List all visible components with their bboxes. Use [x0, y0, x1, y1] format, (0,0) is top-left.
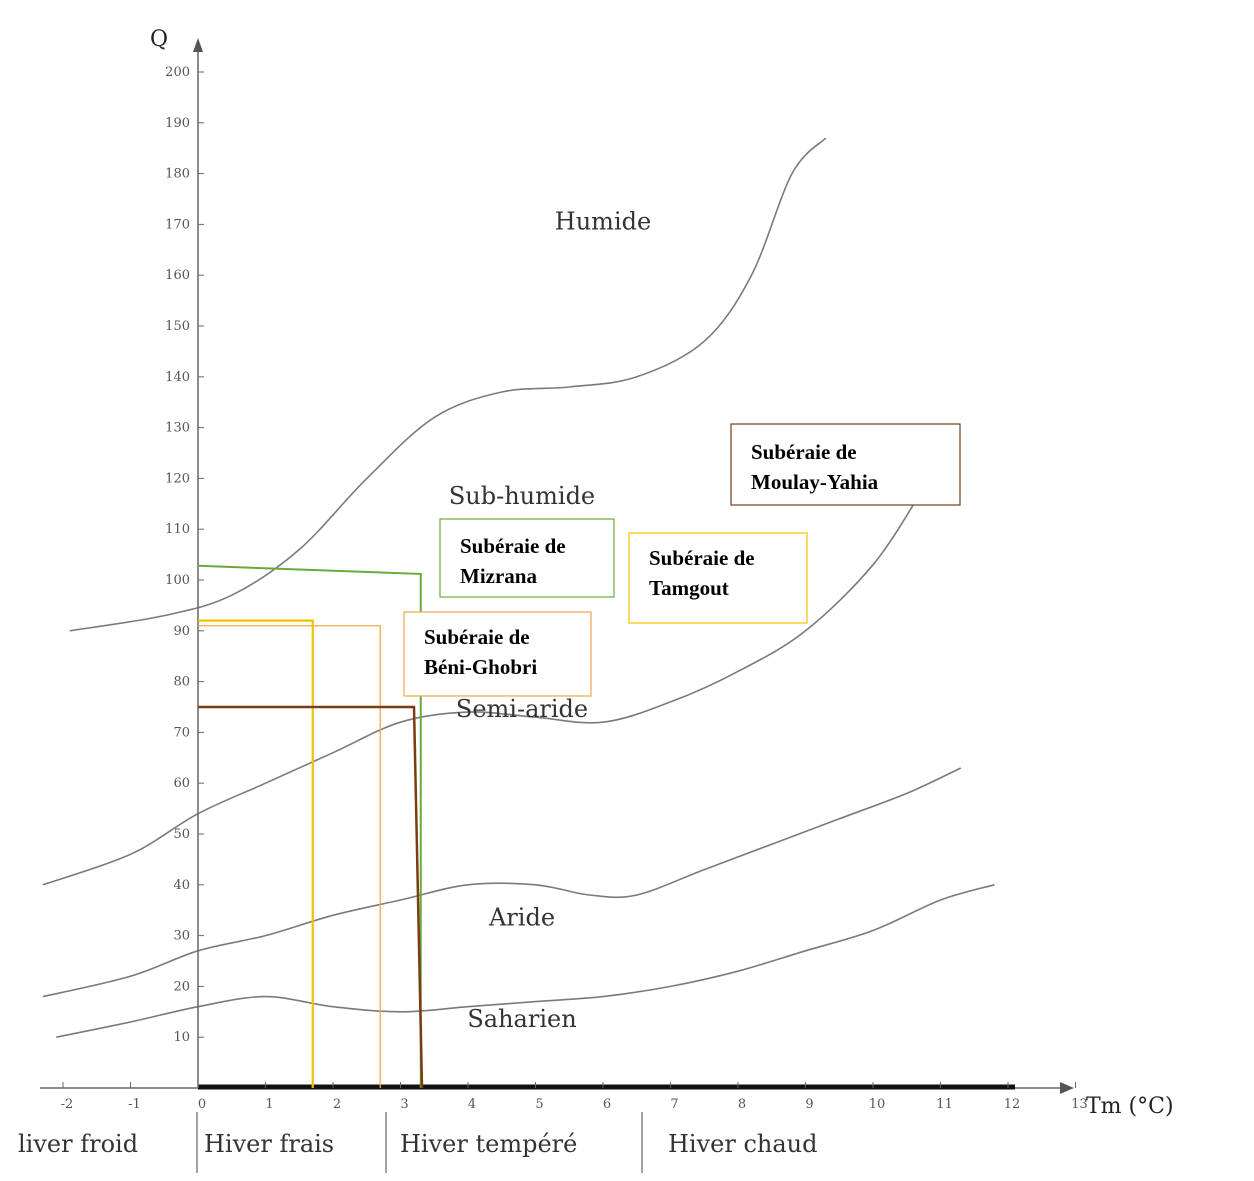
y-tick-label: 200 — [165, 65, 190, 80]
station-callout: Subéraie de Béni-Ghobri — [403, 611, 592, 697]
y-axis-label: Q — [150, 27, 168, 52]
station-callout: Subéraie de Moulay-Yahia — [730, 423, 961, 506]
y-tick-label: 30 — [173, 929, 190, 944]
x-tick-label: 11 — [936, 1097, 953, 1112]
y-tick-label: 180 — [165, 167, 190, 182]
y-tick-label: 130 — [165, 421, 190, 436]
y-tick-label: 110 — [165, 522, 190, 537]
y-tick-label: 160 — [165, 268, 190, 283]
zone-label: Aride — [488, 903, 555, 931]
x-tick-label: 4 — [468, 1097, 476, 1112]
y-tick-label: 20 — [173, 979, 190, 994]
x-tick-label: 6 — [603, 1097, 611, 1112]
zone-label: Saharien — [467, 1005, 576, 1033]
y-tick-label: 90 — [173, 624, 190, 639]
season-label: liver froid — [18, 1130, 138, 1158]
y-tick-label: 190 — [165, 116, 190, 131]
season-label: Hiver tempéré — [400, 1130, 577, 1158]
axes: -2 -1 0 1 2 3 4 5 6 7 8 9 10 11 12 13 10203040506070809… — [40, 27, 1174, 1119]
station-line — [198, 705, 424, 1089]
bioclimatic-boundaries — [42, 137, 1148, 1081]
y-tick-label: 70 — [173, 725, 190, 740]
station-callouts: Subéraie de Mizrana Subéraie de Béni-Ghobri… — [403, 423, 961, 697]
y-tick-label: 150 — [165, 319, 190, 334]
callout-text: Moulay-Yahia — [751, 470, 879, 494]
y-ticks: 10 20 30 40 50 60 70 80 90 100 110 120 130 140 150 160 1… — [165, 65, 204, 1045]
y-tick-label: 50 — [173, 827, 190, 842]
x-tick-label: 9 — [805, 1097, 813, 1112]
station-lines — [197, 564, 424, 1089]
y-axis-arrow-icon — [193, 38, 203, 52]
callout-text: Mizrana — [460, 564, 537, 588]
boundary-curve — [56, 884, 995, 1038]
x-tick-label: -1 — [128, 1097, 141, 1112]
boundary-curve — [42, 767, 962, 998]
y-tick-label: 80 — [173, 675, 190, 690]
season-label: Hiver frais — [204, 1130, 334, 1158]
y-tick-label: 60 — [173, 776, 190, 791]
boundary-curve — [69, 137, 827, 632]
y-tick-label: 120 — [165, 471, 190, 486]
station-line — [198, 619, 314, 1088]
zone-label: Semi-aride — [456, 695, 588, 723]
x-tick-label: 5 — [535, 1097, 543, 1112]
zone-labels: Humide Sub-humide Semi-aride Aride Saharien — [449, 207, 651, 1033]
y-tick-label: 100 — [165, 573, 190, 588]
x-tick-label: -2 — [61, 1097, 74, 1112]
callout-box — [403, 611, 592, 697]
y-tick-label: 10 — [173, 1030, 190, 1045]
station-line — [198, 625, 381, 1088]
season-bar: liver froid Hiver frais Hiver tempéré Hiver… — [18, 1112, 818, 1173]
callout-text: Tamgout — [649, 576, 729, 600]
y-tick-label: 170 — [165, 217, 190, 232]
station-callout: Subéraie de Mizrana — [439, 518, 615, 598]
x-ticks: -2 -1 0 1 2 3 4 5 6 7 8 9 10 11 12 13 — [61, 1082, 1088, 1112]
station-line — [197, 564, 422, 1088]
callout-text: Subéraie de — [424, 625, 530, 649]
x-tick-label: 0 — [198, 1097, 206, 1112]
x-axis-label: Tm (°C) — [1086, 1094, 1174, 1119]
season-label: Hiver chaud — [668, 1130, 818, 1158]
x-tick-label: 3 — [400, 1097, 408, 1112]
x-tick-label: 2 — [333, 1097, 341, 1112]
callout-text: Béni-Ghobri — [424, 655, 537, 679]
zone-label: Sub-humide — [449, 482, 595, 510]
callout-box — [628, 532, 808, 624]
callout-box — [730, 423, 961, 506]
x-tick-label: 1 — [265, 1097, 273, 1112]
callout-text: Subéraie de — [751, 440, 857, 464]
x-tick-label: 8 — [738, 1097, 746, 1112]
x-tick-label: 7 — [670, 1097, 678, 1112]
x-axis-arrow-icon — [1060, 1082, 1074, 1094]
callout-box — [439, 518, 615, 598]
y-tick-label: 140 — [165, 370, 190, 385]
x-tick-label: 12 — [1004, 1097, 1021, 1112]
station-callout: Subéraie de Tamgout — [628, 532, 808, 624]
boundary-curve — [42, 493, 921, 886]
mask-strip — [198, 1032, 1148, 1081]
y-tick-label: 40 — [173, 878, 190, 893]
zone-label: Humide — [555, 207, 651, 235]
callout-text: Subéraie de — [460, 534, 566, 558]
x-tick-label: 10 — [869, 1097, 886, 1112]
x-tick-label: 13 — [1071, 1097, 1088, 1112]
callout-text: Subéraie de — [649, 546, 755, 570]
